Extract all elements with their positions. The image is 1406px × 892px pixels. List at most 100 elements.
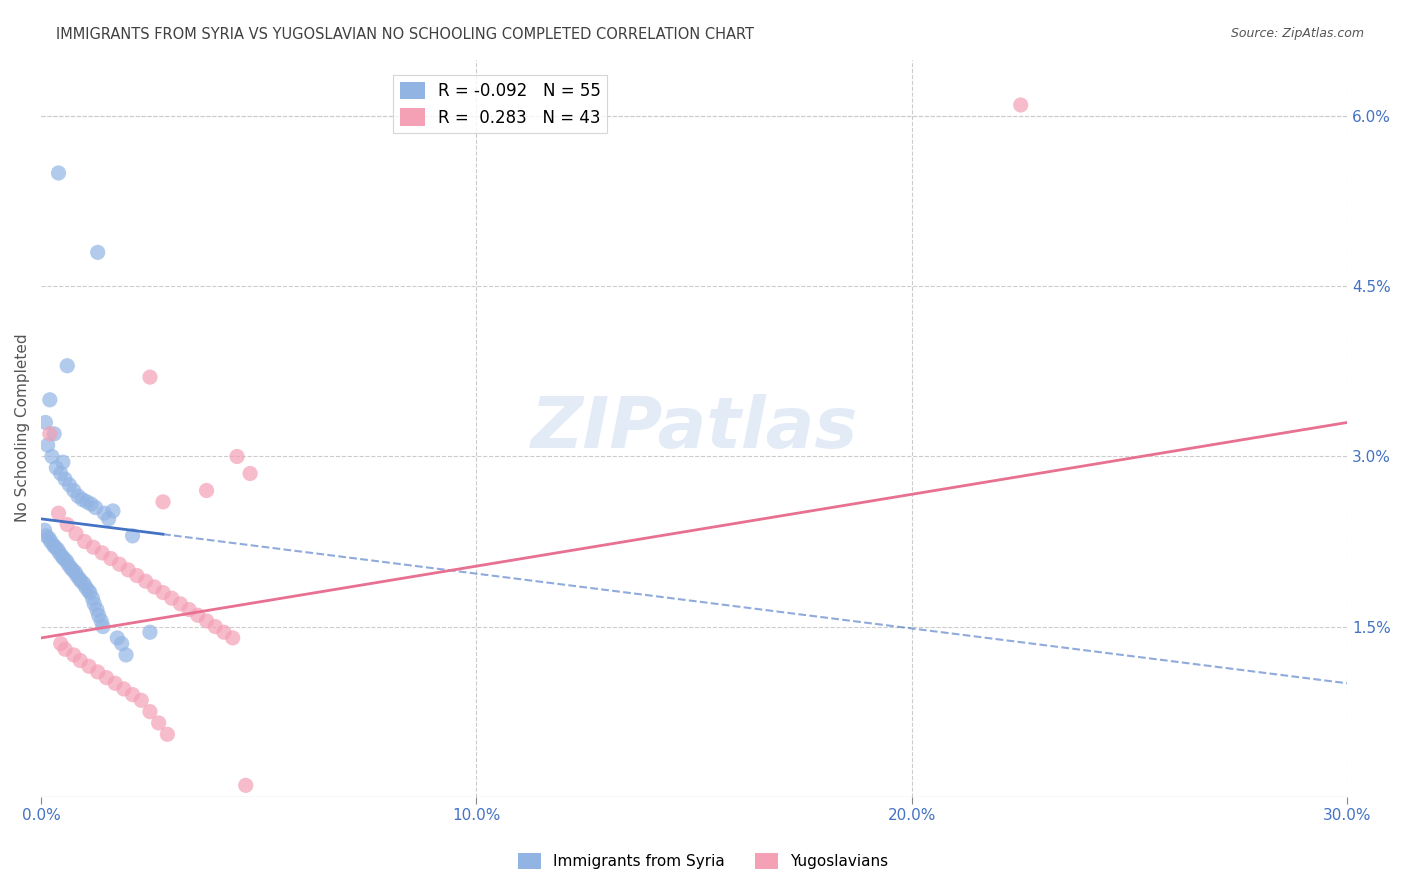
- Point: [93, 506, 115, 520]
- Point: [34, 416, 56, 430]
- Point: [179, 602, 201, 616]
- Point: [38, 531, 60, 545]
- Point: [105, 631, 128, 645]
- Point: [139, 705, 162, 719]
- Point: [42, 538, 65, 552]
- Point: [83, 597, 105, 611]
- Text: Source: ZipAtlas.com: Source: ZipAtlas.com: [1230, 27, 1364, 40]
- Y-axis label: No Schooling Completed: No Schooling Completed: [15, 334, 30, 523]
- Point: [121, 688, 143, 702]
- Point: [143, 580, 166, 594]
- Point: [34, 523, 56, 537]
- Point: [187, 608, 209, 623]
- Point: [53, 642, 76, 657]
- Point: [221, 631, 243, 645]
- Point: [152, 585, 174, 599]
- Point: [45, 460, 67, 475]
- Point: [56, 517, 79, 532]
- Point: [49, 637, 72, 651]
- Point: [139, 625, 162, 640]
- Point: [91, 546, 114, 560]
- Point: [87, 608, 110, 623]
- Point: [63, 565, 86, 579]
- Point: [101, 504, 124, 518]
- Legend: Immigrants from Syria, Yugoslavians: Immigrants from Syria, Yugoslavians: [512, 847, 894, 875]
- Point: [67, 489, 90, 503]
- Point: [67, 572, 90, 586]
- Point: [195, 614, 218, 628]
- Point: [117, 563, 139, 577]
- Point: [112, 681, 135, 696]
- Point: [226, 450, 249, 464]
- Point: [76, 495, 98, 509]
- Point: [62, 563, 84, 577]
- Point: [111, 637, 134, 651]
- Point: [100, 551, 122, 566]
- Point: [1010, 98, 1032, 112]
- Point: [84, 500, 107, 515]
- Point: [239, 467, 262, 481]
- Point: [48, 166, 70, 180]
- Point: [41, 450, 63, 464]
- Point: [35, 529, 58, 543]
- Text: IMMIGRANTS FROM SYRIA VS YUGOSLAVIAN NO SCHOOLING COMPLETED CORRELATION CHART: IMMIGRANTS FROM SYRIA VS YUGOSLAVIAN NO …: [56, 27, 754, 42]
- Point: [44, 426, 66, 441]
- Point: [49, 467, 72, 481]
- Point: [139, 370, 162, 384]
- Point: [66, 568, 89, 582]
- Point: [73, 534, 96, 549]
- Point: [38, 392, 60, 407]
- Point: [90, 614, 112, 628]
- Point: [38, 426, 60, 441]
- Point: [46, 542, 69, 557]
- Point: [86, 245, 108, 260]
- Point: [59, 560, 82, 574]
- Point: [69, 654, 91, 668]
- Point: [65, 526, 87, 541]
- Point: [160, 591, 183, 606]
- Point: [62, 648, 84, 662]
- Point: [82, 591, 104, 606]
- Point: [75, 580, 97, 594]
- Point: [77, 583, 100, 598]
- Point: [235, 778, 257, 792]
- Point: [115, 648, 138, 662]
- Point: [86, 665, 108, 679]
- Point: [97, 512, 120, 526]
- Point: [86, 602, 108, 616]
- Point: [73, 576, 96, 591]
- Point: [52, 551, 75, 566]
- Point: [56, 558, 79, 572]
- Point: [77, 659, 100, 673]
- Point: [79, 585, 101, 599]
- Point: [58, 478, 80, 492]
- Point: [152, 495, 174, 509]
- Point: [91, 619, 114, 633]
- Point: [96, 671, 118, 685]
- Point: [51, 549, 73, 564]
- Point: [121, 529, 143, 543]
- Point: [37, 438, 59, 452]
- Point: [70, 574, 93, 589]
- Point: [148, 716, 170, 731]
- Point: [169, 597, 191, 611]
- Point: [104, 676, 127, 690]
- Point: [48, 546, 70, 560]
- Point: [53, 472, 76, 486]
- Point: [135, 574, 157, 589]
- Point: [56, 359, 79, 373]
- Legend: R = -0.092   N = 55, R =  0.283   N = 43: R = -0.092 N = 55, R = 0.283 N = 43: [392, 75, 607, 133]
- Point: [195, 483, 218, 498]
- Point: [72, 492, 94, 507]
- Point: [48, 506, 70, 520]
- Point: [80, 497, 103, 511]
- Point: [82, 540, 104, 554]
- Point: [55, 554, 77, 568]
- Text: ZIPatlas: ZIPatlas: [530, 393, 858, 463]
- Point: [156, 727, 179, 741]
- Point: [204, 619, 226, 633]
- Point: [62, 483, 84, 498]
- Point: [129, 693, 152, 707]
- Point: [125, 568, 148, 582]
- Point: [108, 558, 131, 572]
